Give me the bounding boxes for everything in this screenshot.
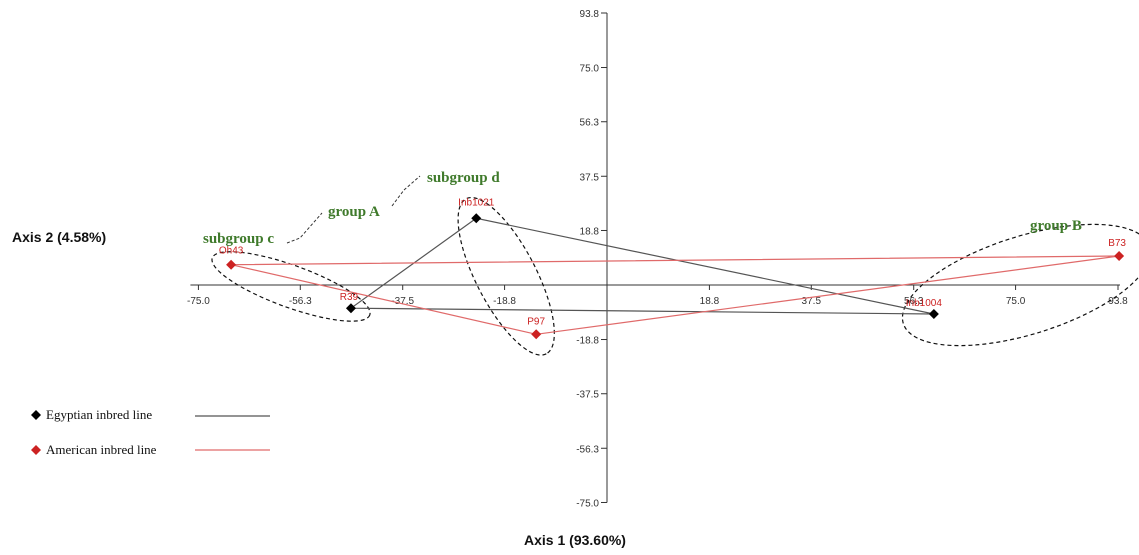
y-axis-title: Axis 2 (4.58%) <box>12 229 106 245</box>
point-label: P97 <box>527 316 545 327</box>
annotation-text: subgroup d <box>427 170 500 186</box>
annotations: subgroup c group A subgroup d group B <box>203 170 1082 247</box>
annotation-connector <box>286 212 323 244</box>
point-label: Oh43 <box>219 246 244 257</box>
data-points: R39 Inb1021 Inb1004 Oh43 P97 B73 <box>219 197 1126 340</box>
series-lines <box>230 217 1120 335</box>
point-marker <box>345 303 356 314</box>
point-marker <box>471 213 482 224</box>
annotation-text: subgroup c <box>203 231 274 247</box>
series-line-1 <box>230 255 1120 335</box>
point-label: Inb1021 <box>458 197 495 208</box>
series-line-0 <box>350 217 934 315</box>
point-marker <box>226 259 237 270</box>
ellipse-subgroup-c <box>211 251 371 322</box>
annotation-text: group A <box>328 204 380 220</box>
x-tick-label: 18.8 <box>700 296 720 307</box>
y-tick-label: 93.8 <box>580 9 600 20</box>
point-marker <box>531 329 542 340</box>
legend-item-american: American inbred line <box>31 442 270 457</box>
point-marker <box>1114 251 1125 262</box>
y-tick-label: -75.0 <box>576 498 599 509</box>
x-tick-label: -37.5 <box>391 296 414 307</box>
y-tick-label: 37.5 <box>580 172 600 183</box>
legend-label-american: American inbred line <box>46 442 157 457</box>
y-tick-label: -37.5 <box>576 390 599 401</box>
y-tick-label: 75.0 <box>580 64 600 75</box>
y-tick-label: -18.8 <box>576 336 599 347</box>
y-tick-label: -56.3 <box>576 444 599 455</box>
legend: Egyptian inbred line American inbred lin… <box>31 407 270 457</box>
point-label: Inb1004 <box>906 298 943 309</box>
x-tick-label: -56.3 <box>289 296 312 307</box>
x-tick-label: 56.3 <box>904 296 924 307</box>
point-marker <box>928 308 939 319</box>
x-tick-label: 93.8 <box>1108 296 1128 307</box>
y-tick-label: 56.3 <box>580 118 600 129</box>
x-tick-label: -18.8 <box>493 296 516 307</box>
point-label: R39 <box>340 292 359 303</box>
ellipse-subgroup-d <box>457 196 555 356</box>
annotation-text: group B <box>1030 218 1082 234</box>
point-label: B73 <box>1108 238 1126 249</box>
x-tick-label: 37.5 <box>802 296 822 307</box>
group-ellipses <box>211 196 1139 356</box>
y-tick-label: 18.8 <box>580 226 600 237</box>
legend-marker-american <box>31 445 41 455</box>
x-tick-label: -75.0 <box>187 296 210 307</box>
legend-marker-egyptian <box>31 410 41 420</box>
annotation-connector <box>391 175 421 207</box>
legend-label-egyptian: Egyptian inbred line <box>46 407 152 422</box>
axes: -75.0 -56.3 -37.5 -18.8 18.8 37.5 56.3 75.0 93.8… <box>187 9 1128 509</box>
x-tick-label: 75.0 <box>1006 296 1026 307</box>
legend-item-egyptian: Egyptian inbred line <box>31 407 270 422</box>
x-axis-title: Axis 1 (93.60%) <box>524 532 626 548</box>
